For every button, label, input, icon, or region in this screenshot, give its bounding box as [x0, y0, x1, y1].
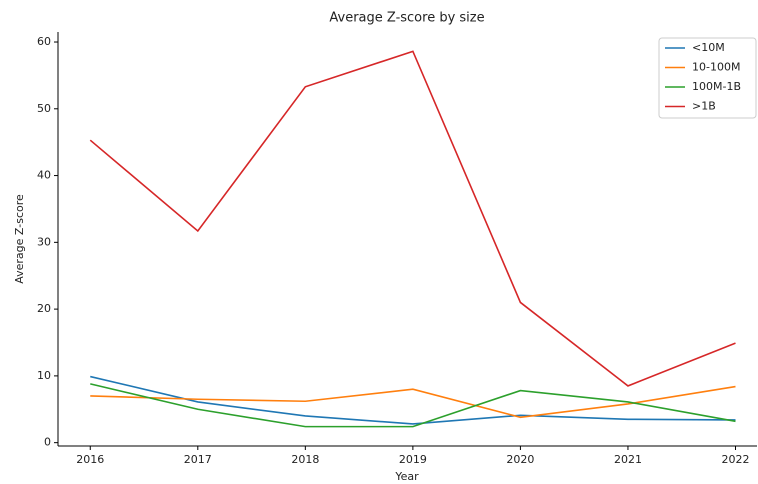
x-tick-label: 2022: [721, 453, 749, 466]
x-tick-label: 2016: [76, 453, 104, 466]
y-tick-label: 50: [37, 102, 51, 115]
x-tick-label: 2018: [291, 453, 319, 466]
x-axis-label: Year: [394, 470, 419, 483]
legend-label: 100M-1B: [692, 80, 741, 93]
legend-label: 10-100M: [692, 61, 740, 74]
legend-label: >1B: [692, 100, 716, 113]
x-tick-label: 2020: [506, 453, 534, 466]
y-tick-label: 0: [44, 436, 51, 449]
series-line: [90, 383, 736, 428]
series-line: [90, 375, 736, 425]
chart-title: Average Z-score by size: [329, 11, 484, 26]
y-tick-label: 20: [37, 302, 51, 315]
y-axis-label: Average Z-score: [13, 194, 26, 284]
x-tick-label: 2017: [184, 453, 212, 466]
legend-label: <10M: [692, 41, 725, 54]
series-line: [90, 385, 736, 419]
series-line: [89, 50, 736, 387]
y-tick-label: 10: [37, 369, 51, 382]
x-tick-label: 2019: [399, 453, 427, 466]
y-tick-label: 40: [37, 169, 51, 182]
x-tick-label: 2021: [614, 453, 642, 466]
legend-box: [658, 37, 757, 119]
y-tick-label: 30: [37, 235, 51, 248]
y-tick-label: 60: [37, 35, 51, 48]
